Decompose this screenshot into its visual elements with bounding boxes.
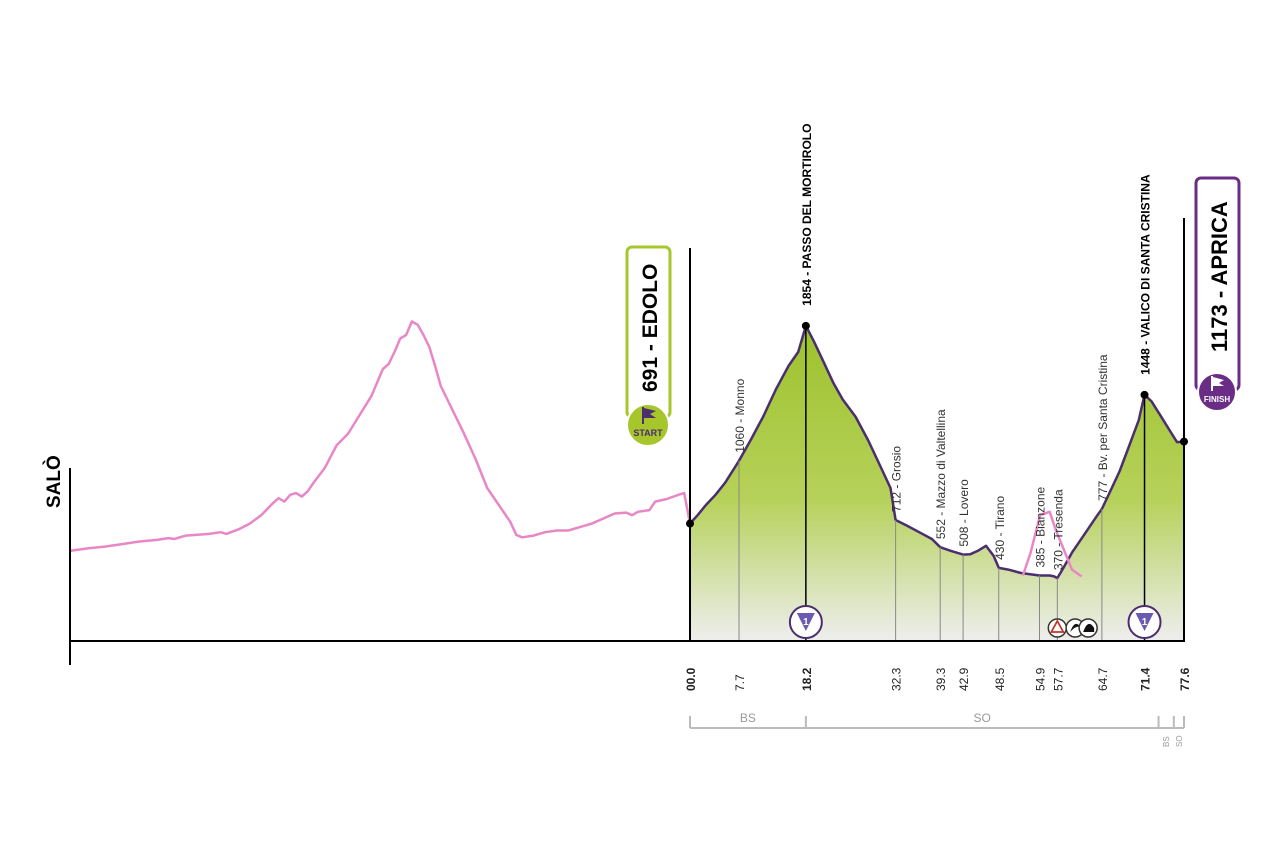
tick-label: 39.3 bbox=[934, 667, 948, 691]
climb-category-label: 1 bbox=[803, 617, 809, 628]
tick-label: 77.6 bbox=[1178, 667, 1192, 691]
warning-triangle bbox=[1049, 619, 1065, 633]
waypoint-label: 552 - Mazzo di Valtellina bbox=[934, 409, 948, 539]
waypoint-label: 777 - Bv. per Santa Cristina bbox=[1096, 354, 1110, 501]
province-layer: BS SO BS SO bbox=[689, 711, 1185, 747]
finish-circle bbox=[1197, 372, 1237, 412]
flag-icon bbox=[642, 407, 656, 424]
profile-layer bbox=[686, 324, 1188, 641]
waypoint-label: 508 - Lovero bbox=[957, 479, 971, 547]
summit-label: 1448 - VALICO DI SANTA CRISTINA bbox=[1139, 174, 1153, 375]
tick-label: 71.4 bbox=[1139, 667, 1153, 691]
tick-label: 64.7 bbox=[1096, 667, 1110, 691]
axis-layer bbox=[69, 218, 1185, 665]
tick-label: 57.7 bbox=[1051, 667, 1065, 691]
sprint-shape bbox=[1070, 623, 1082, 632]
label-layer: 1060 - Monno 712 - Grosio 552 - Mazzo di V… bbox=[733, 124, 1162, 639]
summit-label: 1854 - PASSO DEL MORTIROLO bbox=[800, 124, 814, 306]
origin-label: SALÒ bbox=[43, 455, 65, 508]
waypoint-label: 1060 - Monno bbox=[733, 378, 747, 452]
tick-label: 48.5 bbox=[993, 667, 1007, 691]
province-label: SO bbox=[974, 711, 991, 725]
start-badge-text: START bbox=[633, 428, 663, 438]
climb-icon-triangle bbox=[796, 613, 815, 631]
finish-town-label: 1173 - APRICA bbox=[1207, 201, 1232, 352]
tick-label: 18.2 bbox=[800, 667, 814, 691]
tick-layer: 00.0 7.7 18.2 32.3 39.3 42.9 48.5 54.9 57.7 64.7 7… bbox=[684, 667, 1192, 691]
waypoint-label: 712 - Grosio bbox=[890, 446, 904, 512]
start-circle bbox=[626, 403, 670, 447]
tick-label: 42.9 bbox=[957, 667, 971, 691]
tick-label: 7.7 bbox=[733, 674, 747, 691]
start-badge: 691 - EDOLO START bbox=[625, 245, 672, 447]
summit-dot bbox=[801, 321, 810, 330]
category-1-climb-icon: 1 bbox=[1127, 605, 1162, 639]
climb-category-label: 1 bbox=[1142, 617, 1148, 628]
tick-label: 32.3 bbox=[890, 667, 904, 691]
waypoint-label: 370 - Tresenda bbox=[1051, 489, 1065, 570]
tick-label: 54.9 bbox=[1033, 667, 1047, 691]
province-label: BS bbox=[740, 711, 756, 725]
profile-line bbox=[689, 324, 1185, 580]
loop-curve bbox=[1021, 510, 1083, 578]
climb-icon-triangle bbox=[1135, 613, 1154, 631]
category-1-climb-icon: 1 bbox=[788, 605, 823, 639]
finish-badge: 1173 - APRICA FINISH bbox=[1194, 176, 1241, 412]
bonus-shape bbox=[1083, 623, 1095, 632]
start-town-label: 691 - EDOLO bbox=[639, 264, 662, 392]
province-label: BS bbox=[1162, 736, 1171, 747]
flag-icon bbox=[1211, 376, 1224, 391]
previous-segment-layer bbox=[69, 320, 692, 553]
profile-area bbox=[690, 325, 1184, 641]
sprint-icon bbox=[1065, 618, 1098, 638]
finish-badge-text: FINISH bbox=[1204, 395, 1230, 404]
waypoint-label: 430 - Tirano bbox=[993, 496, 1007, 560]
tick-label: 00.0 bbox=[684, 667, 698, 691]
warning-icon bbox=[1047, 618, 1068, 638]
summit-dot bbox=[1140, 390, 1149, 399]
province-label: SO bbox=[1175, 735, 1184, 747]
previous-segment-line bbox=[69, 320, 692, 553]
waypoint-label: 385 - Bianzone bbox=[1033, 486, 1047, 567]
